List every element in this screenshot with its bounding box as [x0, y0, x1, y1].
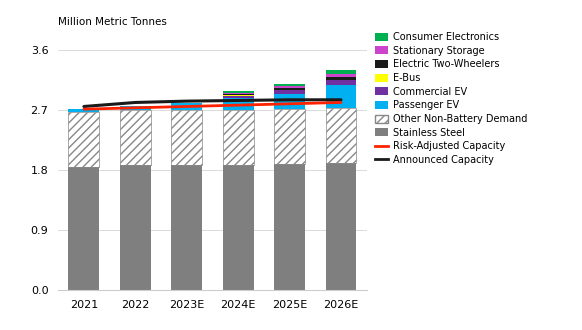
Bar [274, 109, 305, 164]
Bar [171, 103, 202, 110]
Bar [274, 86, 305, 88]
Bar [69, 112, 100, 167]
Bar [120, 107, 151, 111]
Bar [223, 98, 254, 110]
Bar [325, 109, 356, 163]
Bar [325, 85, 356, 109]
Bar [120, 111, 151, 165]
Bar [171, 165, 202, 290]
Bar [325, 80, 356, 81]
Bar [223, 110, 254, 165]
Bar [274, 109, 305, 164]
Bar [171, 110, 202, 165]
Bar [274, 88, 305, 90]
Bar [120, 106, 151, 107]
Legend: Consumer Electronics, Stationary Storage, Electric Two-Wheelers, E-Bus, Commerci: Consumer Electronics, Stationary Storage… [375, 32, 527, 165]
Bar [69, 109, 100, 112]
Text: Million Metric Tonnes: Million Metric Tonnes [58, 17, 167, 27]
Bar [325, 77, 356, 80]
Bar [325, 70, 356, 74]
Bar [325, 163, 356, 290]
Bar [223, 93, 254, 94]
Bar [223, 110, 254, 165]
Bar [69, 167, 100, 290]
Bar [223, 165, 254, 290]
Bar [69, 112, 100, 167]
Bar [274, 94, 305, 109]
Bar [325, 74, 356, 77]
Bar [325, 81, 356, 85]
Bar [274, 164, 305, 290]
Bar [120, 111, 151, 165]
Bar [325, 109, 356, 163]
Bar [120, 165, 151, 290]
Bar [274, 90, 305, 94]
Bar [223, 94, 254, 95]
Bar [223, 95, 254, 96]
Bar [223, 91, 254, 93]
Bar [274, 84, 305, 86]
Bar [223, 96, 254, 98]
Bar [171, 110, 202, 165]
